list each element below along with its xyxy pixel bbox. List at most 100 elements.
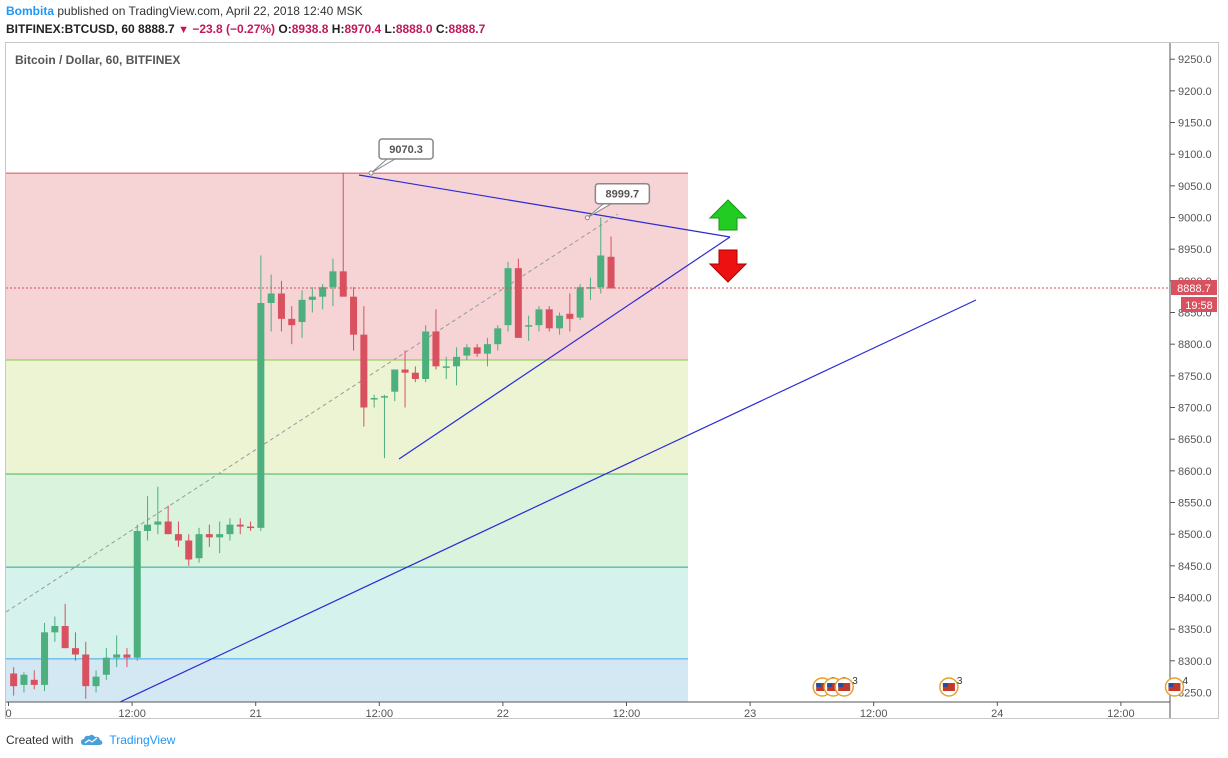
y-tick-label-4: 8450.0 xyxy=(1178,561,1212,573)
candle-body-24 xyxy=(257,303,265,528)
fib-zone-4 xyxy=(6,658,688,702)
candle-body-33 xyxy=(350,296,358,335)
x-tick-label-0: 0 xyxy=(5,708,11,720)
tradingview-brand: TradingView xyxy=(109,733,176,747)
candle-body-39 xyxy=(411,372,419,380)
y-tick-label-17: 9100.0 xyxy=(1178,149,1212,161)
us-flag-canton-icon-0-0 xyxy=(816,683,822,687)
candle-body-18 xyxy=(195,534,203,559)
candle-body-0 xyxy=(10,673,18,687)
countdown-tag xyxy=(1181,297,1217,312)
callout-box-0 xyxy=(378,138,434,160)
y-tick-label-14: 8950.0 xyxy=(1178,244,1212,256)
us-flag-stripes-icon-0-2 xyxy=(838,683,851,691)
close-value: 8888.7 xyxy=(448,22,486,36)
event-count-1-0: 3 xyxy=(957,676,963,687)
candle-body-47 xyxy=(494,328,502,345)
y-tick-label-16: 9050.0 xyxy=(1178,181,1212,193)
callout-anchor-0 xyxy=(368,170,374,176)
lower-trend-line xyxy=(398,236,731,460)
fib-zone-3 xyxy=(6,567,688,659)
us-flag-canton-icon-0-1 xyxy=(827,683,833,687)
plot-area[interactable]: 9070.3 8999.7 xyxy=(6,138,1170,702)
candle-body-9 xyxy=(102,657,110,675)
publish-info: Bombita published on TradingView.com, Ap… xyxy=(6,4,363,18)
callout-label-0: 9070.3 xyxy=(389,144,423,156)
y-tick-label-9: 8700.0 xyxy=(1178,403,1212,415)
candle-body-28 xyxy=(298,299,306,323)
callout-anchor-1 xyxy=(584,215,590,221)
candle-body-52 xyxy=(545,309,553,329)
candle-body-40 xyxy=(422,331,430,380)
us-flag-canton-icon-1-0 xyxy=(942,683,948,687)
us-flag-stripes-icon-0-0 xyxy=(816,683,829,691)
last-price: 8888.7 xyxy=(138,22,175,36)
fib-zone-2 xyxy=(6,474,688,568)
candle-body-8 xyxy=(92,676,100,687)
y-tick-label-2: 8350.0 xyxy=(1178,624,1212,636)
candle-body-55 xyxy=(576,287,584,318)
low-label: L: xyxy=(384,22,396,36)
candle-body-57 xyxy=(597,255,605,288)
us-flag-stripes-icon-1-0 xyxy=(942,683,955,691)
tradingview-link[interactable]: TradingView xyxy=(81,733,175,747)
candle-body-36 xyxy=(380,396,388,398)
candle-body-17 xyxy=(185,540,193,560)
candle-body-31 xyxy=(329,271,337,288)
candle-body-34 xyxy=(360,334,368,408)
upper-trend-line xyxy=(358,174,731,238)
low-value: 8888.0 xyxy=(395,22,433,36)
author-link[interactable]: Bombita xyxy=(6,4,54,18)
y-tick-label-0: 8250.0 xyxy=(1178,687,1212,699)
y-tick-label-1: 8300.0 xyxy=(1178,656,1212,668)
tradingview-cloud-icon xyxy=(81,734,103,745)
countdown-tag-label: 19:58 xyxy=(1185,300,1213,312)
x-tick-label-7: 12:00 xyxy=(860,708,888,720)
y-tick-label-11: 8800.0 xyxy=(1178,339,1212,351)
open-value: 8938.8 xyxy=(291,22,329,36)
candle-body-46 xyxy=(483,344,491,354)
dashed-trend-guide xyxy=(6,213,619,613)
y-tick-label-19: 9200.0 xyxy=(1178,86,1212,98)
published-text: published on TradingView.com, April 22, … xyxy=(57,4,363,18)
candle-body-22 xyxy=(236,524,244,527)
candle-body-4 xyxy=(51,625,59,633)
callout-pointer-0 xyxy=(370,158,397,174)
last-price-tag-label: 8888.7 xyxy=(1177,283,1211,295)
price-change: −23.8 (−0.27%) xyxy=(192,22,276,36)
candle-body-11 xyxy=(123,654,131,658)
candle-body-53 xyxy=(556,315,564,329)
candle-body-50 xyxy=(525,325,533,327)
long-support-line xyxy=(119,299,977,702)
down-triangle-icon: ▼ xyxy=(178,24,189,36)
candle-body-41 xyxy=(432,331,440,367)
candle-body-1 xyxy=(20,674,28,685)
candle-body-32 xyxy=(339,271,347,297)
created-with-text: Created with xyxy=(6,733,74,747)
fib-zone-1 xyxy=(6,360,688,475)
candle-body-10 xyxy=(113,654,121,658)
x-tick-label-3: 12:00 xyxy=(366,708,394,720)
symbol-info-bar: BITFINEX:BTCUSD, 60 8888.7 ▼ −23.8 (−0.2… xyxy=(6,22,485,36)
candle-body-27 xyxy=(288,318,296,326)
callout-label-1: 8999.7 xyxy=(606,189,640,201)
x-tick-label-1: 12:00 xyxy=(118,708,146,720)
y-tick-label-3: 8400.0 xyxy=(1178,592,1212,604)
candle-body-5 xyxy=(61,625,69,649)
candle-body-19 xyxy=(205,534,213,538)
candle-body-12 xyxy=(133,530,141,658)
candle-body-35 xyxy=(370,398,378,400)
candle-body-58 xyxy=(607,256,615,289)
candle-body-16 xyxy=(174,534,182,541)
us-flag-stripes-icon-2-0 xyxy=(1168,683,1181,691)
footer: Created with TradingView xyxy=(6,733,175,747)
x-tick-label-5: 12:00 xyxy=(613,708,641,720)
y-tick-label-5: 8500.0 xyxy=(1178,529,1212,541)
candle-body-51 xyxy=(535,309,543,326)
us-flag-canton-icon-2-0 xyxy=(1168,683,1174,687)
event-count-2-0: 4 xyxy=(1182,676,1188,687)
symbol-name: BITFINEX:BTCUSD, 60 xyxy=(6,22,135,36)
high-value: 8970.4 xyxy=(344,22,382,36)
y-tick-label-10: 8750.0 xyxy=(1178,371,1212,383)
